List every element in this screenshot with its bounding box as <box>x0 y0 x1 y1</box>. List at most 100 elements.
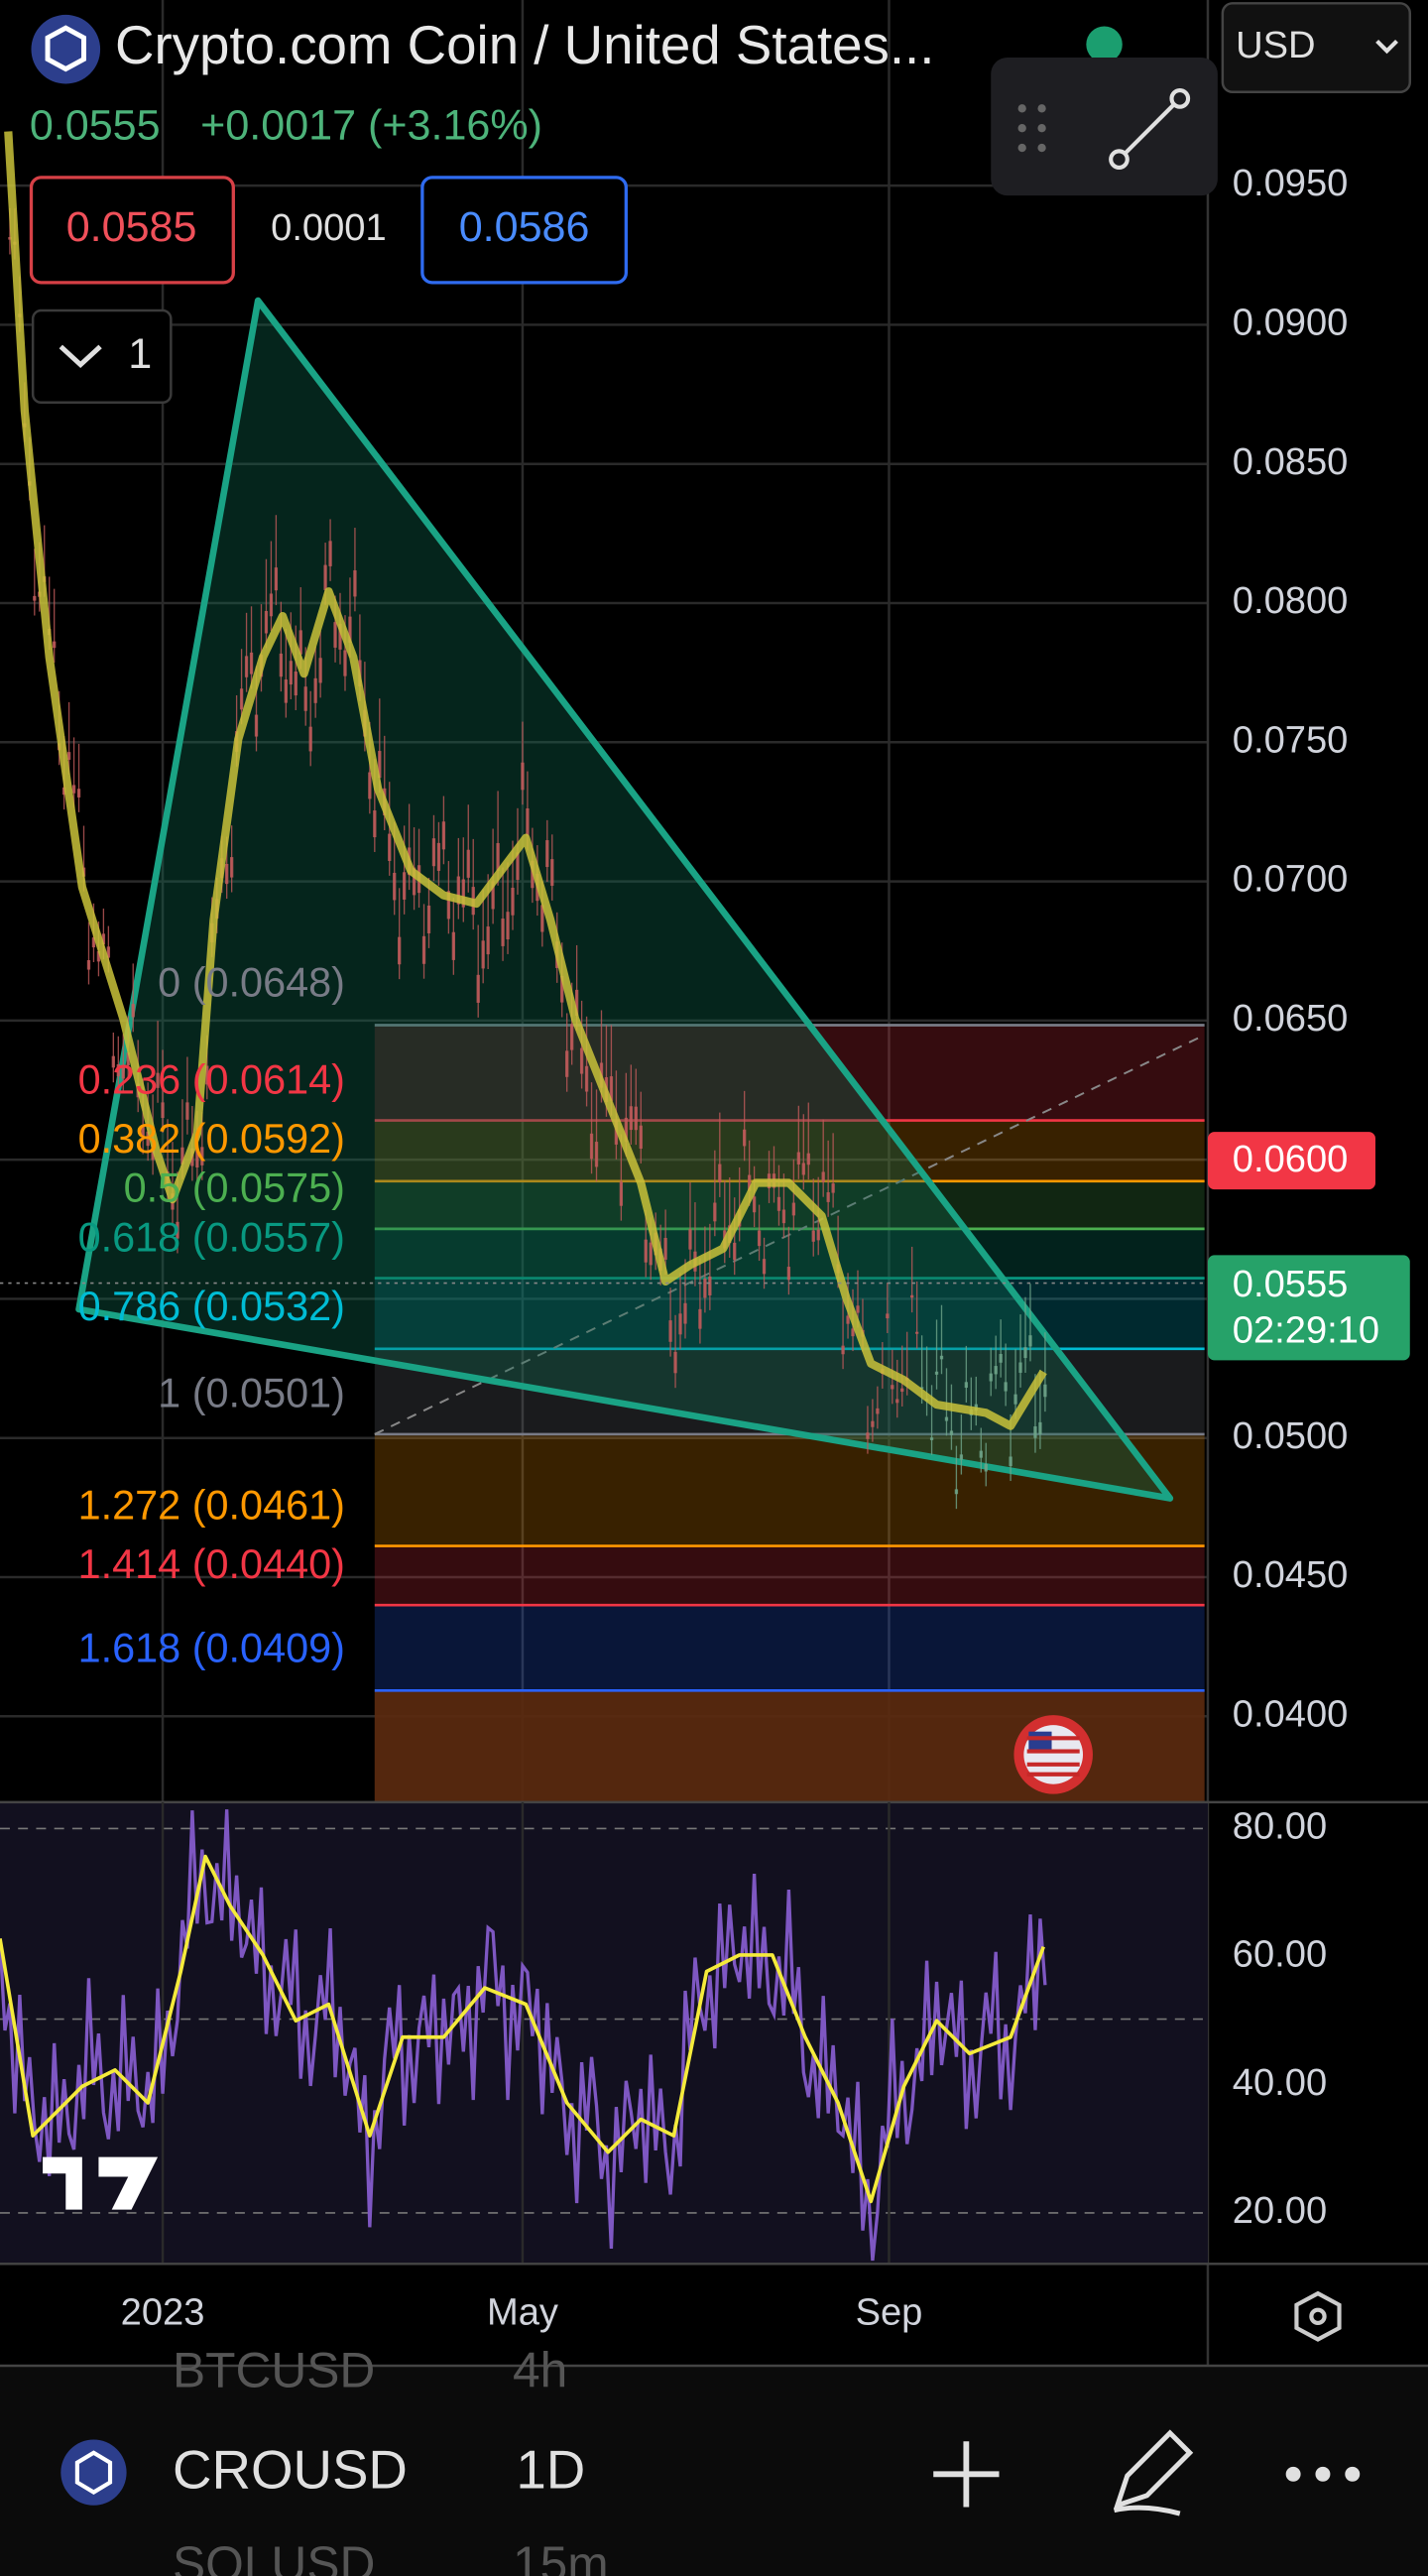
symbol-title[interactable]: Crypto.com Coin / United States... <box>115 15 934 75</box>
fib-label: 0 (0.0648) <box>158 960 345 1006</box>
candle-body <box>624 1117 629 1142</box>
candle-body <box>71 785 76 794</box>
drawing-toolbar <box>991 57 1218 196</box>
candle-body <box>895 1399 899 1404</box>
candle-body <box>781 1209 786 1224</box>
candle-body <box>816 1229 820 1241</box>
toolbar-grip-dot <box>1017 124 1026 133</box>
rsi-background <box>0 1801 1208 2265</box>
add-button[interactable] <box>933 2441 1000 2508</box>
candle-body <box>550 859 554 886</box>
candle-body <box>8 237 12 240</box>
candle-body <box>318 658 322 683</box>
candle-body <box>1028 1335 1032 1347</box>
price-tick-label: 0.0700 <box>1233 859 1349 901</box>
candle-body <box>1038 1421 1042 1435</box>
candle-body <box>521 762 525 791</box>
indicators-toggle-caret <box>59 344 102 369</box>
candle-body <box>516 852 520 881</box>
buy-button[interactable] <box>420 176 629 285</box>
candle-body <box>141 1125 145 1140</box>
candle-body <box>426 905 431 933</box>
candle-body <box>205 1065 209 1085</box>
candle-body <box>574 989 579 1016</box>
candle-body <box>540 905 544 932</box>
fib-label: 0.786 (0.0532) <box>78 1284 345 1329</box>
price-change: +0.0017 (+3.16%) <box>200 102 542 150</box>
candle-body <box>752 1196 757 1213</box>
price-tick-label: 0.0400 <box>1233 1693 1349 1735</box>
candle-body <box>501 919 505 946</box>
last-price-bg <box>1207 1255 1410 1361</box>
candle-body <box>398 936 402 965</box>
candle-body <box>629 1106 633 1131</box>
settings-button-dot <box>1309 2307 1327 2326</box>
more-button-dot[interactable] <box>1345 2466 1361 2482</box>
price-tick-label: 0.0800 <box>1233 580 1349 622</box>
sell-button[interactable] <box>29 176 235 285</box>
price-tick-label: 0.0650 <box>1233 998 1349 1040</box>
candle-body <box>609 1076 614 1101</box>
candle-body <box>353 569 357 597</box>
candle-body <box>919 1387 924 1390</box>
currency-select-caret <box>1375 39 1398 55</box>
last-price-label: 0.0555 <box>1233 1264 1349 1305</box>
candle-body <box>871 1420 875 1427</box>
indicators-toggle[interactable] <box>31 308 173 405</box>
draw-button[interactable] <box>1113 2429 1194 2516</box>
trendline-tool[interactable] <box>1118 96 1182 162</box>
trendline-tool-end <box>1109 149 1130 171</box>
candle-body <box>195 1149 199 1167</box>
candle-body <box>757 1230 762 1247</box>
tv-logo <box>43 2156 159 2210</box>
candle-body <box>614 1120 619 1145</box>
candle-body <box>688 1229 692 1250</box>
candle-body <box>644 1239 648 1263</box>
alert-label-bg <box>1207 1132 1375 1190</box>
trend-line <box>374 1034 1206 1435</box>
candle-body <box>939 1355 944 1360</box>
candle-body <box>594 1142 599 1167</box>
fib-label: 1.618 (0.0409) <box>78 1625 345 1670</box>
more-button-dot[interactable] <box>1285 2466 1301 2482</box>
candle-body <box>762 1259 767 1275</box>
candle-body <box>101 933 106 945</box>
settings-button[interactable] <box>1294 2290 1342 2342</box>
bottom-bar <box>0 2366 1428 2576</box>
candle-body <box>639 1125 643 1150</box>
candle-body <box>436 842 441 871</box>
candle-body <box>673 1351 677 1374</box>
candle-body <box>126 1052 130 1065</box>
more-button-dot[interactable] <box>1315 2466 1331 2482</box>
candle-body <box>1033 1426 1037 1438</box>
rsi-tick-label: 80.00 <box>1233 1805 1327 1847</box>
candle-body <box>979 1450 983 1458</box>
candle-body <box>131 1004 135 1018</box>
symbol-button[interactable]: CROUSD <box>173 2440 408 2501</box>
candle-body <box>239 688 244 710</box>
fib-band <box>374 1120 1205 1181</box>
candle-body <box>225 863 229 885</box>
candle-body <box>846 1315 850 1324</box>
candle-body <box>886 1313 890 1319</box>
price-tick-label: 0.0750 <box>1233 719 1349 761</box>
candle-body <box>565 1050 569 1077</box>
rsi-ma-line <box>0 1854 1045 2204</box>
currency-select[interactable] <box>1221 2 1412 93</box>
candle-body <box>402 872 407 900</box>
interval-button[interactable]: 1D <box>516 2440 585 2501</box>
candle-body <box>496 842 500 871</box>
candle-body <box>683 1302 687 1324</box>
market-status-dot <box>1086 26 1123 62</box>
fib-band <box>374 1545 1205 1606</box>
candle-body <box>856 1305 860 1313</box>
candle-body <box>96 950 101 962</box>
candle-body <box>811 1230 815 1242</box>
candle-body <box>989 1373 993 1382</box>
candle-body <box>733 1242 737 1261</box>
alert-price-label: 0.0600 <box>1233 1139 1349 1180</box>
toolbar-grip-dot <box>1037 124 1046 133</box>
last-price: 0.0555 <box>30 102 161 150</box>
rsi-tick-label: 20.00 <box>1233 2190 1327 2232</box>
candle-body <box>698 1308 702 1329</box>
